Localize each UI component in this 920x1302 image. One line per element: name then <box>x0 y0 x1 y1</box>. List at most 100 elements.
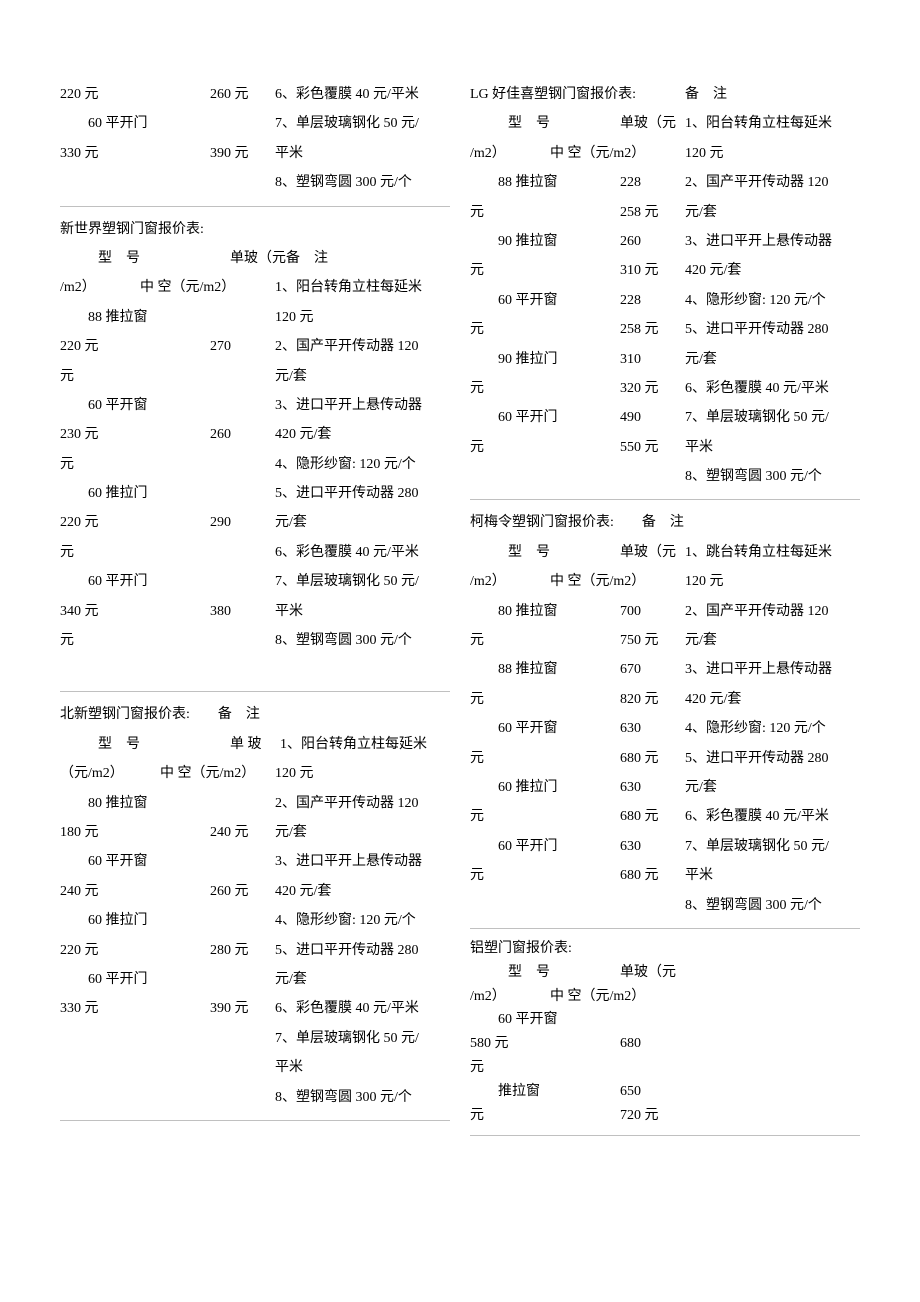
col-header: /m2） <box>470 985 550 1009</box>
cell: 230 元 <box>60 420 210 449</box>
cell: 390 元 <box>210 994 275 1023</box>
block-title: 铝塑门窗报价表: <box>470 937 860 961</box>
cell: 2、国产平开传动器 120 <box>275 789 450 818</box>
cell: 5、进口平开传动器 280 <box>685 315 860 344</box>
cell: 6、彩色覆膜 40 元/平米 <box>685 374 860 403</box>
divider <box>60 206 450 207</box>
cell: 60 平开门 <box>470 403 620 432</box>
cell <box>210 847 275 876</box>
cell: 60 平开门 <box>60 965 210 994</box>
cell: 228 <box>620 168 685 197</box>
block-lg: LG 好佳喜塑钢门窗报价表: 备 注 型 号 单玻（元 1、阳台转角立柱每延米 … <box>470 80 860 491</box>
cell: 元 <box>470 626 620 655</box>
cell: 推拉窗 <box>470 1080 620 1104</box>
cell: 220 元 <box>60 80 210 109</box>
cell: 630 <box>620 773 685 802</box>
cell: 元/套 <box>275 965 450 994</box>
cell: 元 <box>470 256 620 285</box>
cell: 630 <box>620 832 685 861</box>
cell: 420 元/套 <box>275 420 450 449</box>
cell: 4、隐形纱窗: 120 元/个 <box>685 286 860 315</box>
cell: 平米 <box>275 597 450 626</box>
cell <box>470 891 620 920</box>
col-header: 1、阳台转角立柱每延米 <box>280 730 450 759</box>
cell: 元 <box>470 315 620 344</box>
cell: 60 平开窗 <box>470 714 620 743</box>
cell: 2、国产平开传动器 120 <box>685 168 860 197</box>
cell: 260 <box>620 227 685 256</box>
cell: 元 <box>470 198 620 227</box>
fragment-top-left: 220 元260 元6、彩色覆膜 40 元/平米 60 平开门7、单层玻璃钢化 … <box>60 80 450 198</box>
cell: 2、国产平开传动器 120 <box>685 597 860 626</box>
cell: 260 <box>210 420 275 449</box>
cell: 7、单层玻璃钢化 50 元/ <box>685 403 860 432</box>
cell: 元 <box>60 626 210 655</box>
cell: 258 元 <box>620 315 685 344</box>
cell <box>470 462 620 491</box>
col-header: /m2） <box>470 139 550 168</box>
cell: 258 元 <box>620 198 685 227</box>
cell: 240 元 <box>210 818 275 847</box>
cell: 7、单层玻璃钢化 50 元/ <box>685 832 860 861</box>
cell <box>60 1083 210 1112</box>
cell: 8、塑钢弯圆 300 元/个 <box>685 891 860 920</box>
cell <box>60 1024 210 1053</box>
col-header: 120 元 <box>685 139 860 168</box>
cell: 60 推拉门 <box>60 906 210 935</box>
col-header: 1、跳台转角立柱每延米 <box>685 538 860 567</box>
cell: 550 元 <box>620 433 685 462</box>
cell: 60 推拉门 <box>470 773 620 802</box>
cell: 88 推拉窗 <box>470 168 620 197</box>
cell: 680 元 <box>620 802 685 831</box>
col-header: 中 空（元/m2） <box>550 139 685 168</box>
col-header: /m2） <box>60 273 140 302</box>
left-column: 220 元260 元6、彩色覆膜 40 元/平米 60 平开门7、单层玻璃钢化 … <box>60 80 450 1144</box>
block-beixin: 北新塑钢门窗报价表: 备 注 型 号 单 玻 1、阳台转角立柱每延米 （元/m2… <box>60 700 450 1111</box>
cell: 60 平开门 <box>60 567 210 596</box>
cell: 8、塑钢弯圆 300 元/个 <box>275 168 450 197</box>
col-header: 型 号 <box>60 730 230 759</box>
cell <box>210 391 275 420</box>
col-header: 单玻（元 <box>620 109 685 138</box>
cell <box>210 965 275 994</box>
cell: 元/套 <box>685 773 860 802</box>
cell <box>210 109 275 138</box>
cell: 3、进口平开上悬传动器 <box>275 391 450 420</box>
col-header: 120 元 <box>685 567 860 596</box>
cell: 5、进口平开传动器 280 <box>275 479 450 508</box>
cell: 290 <box>210 508 275 537</box>
cell: 670 <box>620 655 685 684</box>
cell: 平米 <box>685 861 860 890</box>
cell <box>210 789 275 818</box>
cell: 元/套 <box>685 345 860 374</box>
col-header: 中 空（元/m2） <box>160 759 275 788</box>
cell: 7、单层玻璃钢化 50 元/ <box>275 567 450 596</box>
cell: 720 元 <box>620 1104 685 1128</box>
cell: 2、国产平开传动器 120 <box>275 332 450 361</box>
cell: 390 元 <box>210 139 275 168</box>
cell: 320 元 <box>620 374 685 403</box>
cell <box>60 168 210 197</box>
cell <box>620 1008 685 1032</box>
col-header: 型 号 <box>60 244 230 273</box>
cell: 5、进口平开传动器 280 <box>685 744 860 773</box>
col-header: 单玻（元 <box>620 961 676 985</box>
cell: 平米 <box>275 1053 450 1082</box>
cell: 280 元 <box>210 936 275 965</box>
right-column: LG 好佳喜塑钢门窗报价表: 备 注 型 号 单玻（元 1、阳台转角立柱每延米 … <box>470 80 860 1144</box>
cell <box>210 906 275 935</box>
cell: 220 元 <box>60 332 210 361</box>
cell: 88 推拉窗 <box>60 303 210 332</box>
cell: 元 <box>470 374 620 403</box>
cell <box>210 538 275 567</box>
cell: 7、单层玻璃钢化 50 元/ <box>275 109 450 138</box>
cell: 元 <box>470 433 620 462</box>
cell: 6、彩色覆膜 40 元/平米 <box>685 802 860 831</box>
cell: 650 <box>620 1080 685 1104</box>
cell: 580 元 <box>470 1032 620 1056</box>
cell: 元 <box>60 450 210 479</box>
cell: 60 平开门 <box>60 109 210 138</box>
cell: 元 <box>470 861 620 890</box>
cell: 90 推拉门 <box>470 345 620 374</box>
cell: 4、隐形纱窗: 120 元/个 <box>275 450 450 479</box>
